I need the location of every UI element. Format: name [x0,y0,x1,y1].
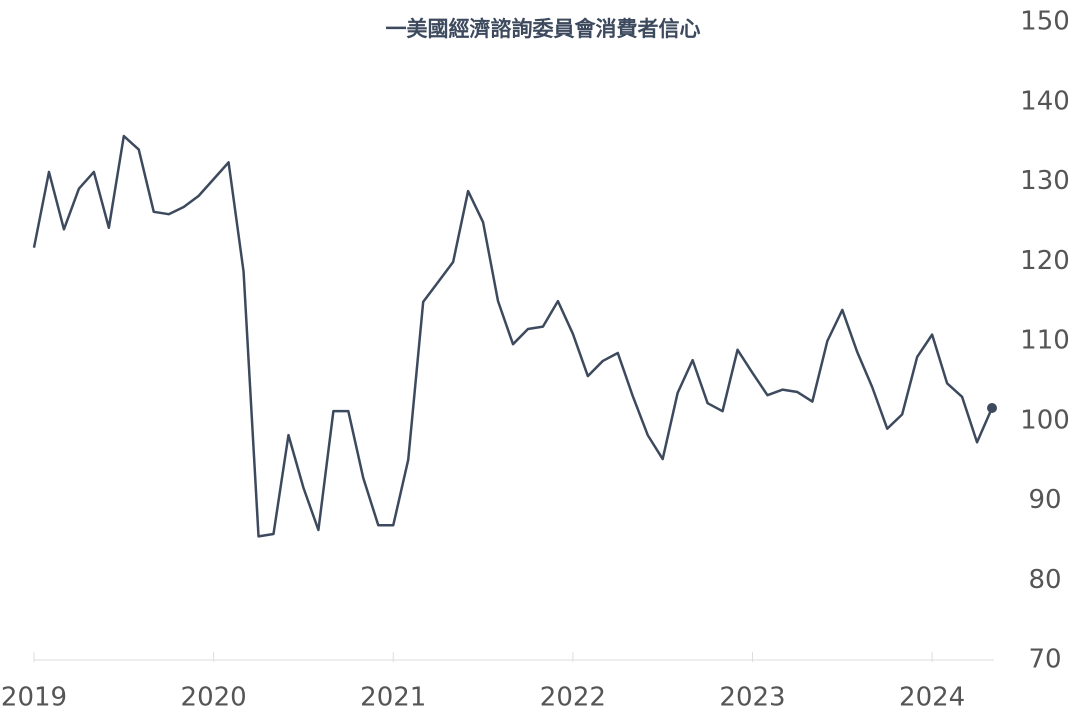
chart-title: 一美國經濟諮詢委員會消費者信心 [386,17,701,41]
x-tick-label: 2024 [899,683,965,713]
y-tick-label: 70 [1028,645,1061,675]
x-tick-label: 2020 [181,683,247,713]
last-point [987,402,997,413]
y-tick-label: 110 [1020,326,1070,356]
x-tick-label: 2023 [719,683,785,713]
x-tick-label: 2019 [1,683,67,713]
line [32,134,994,538]
x-tick-label: 2022 [540,683,606,713]
y-tick-label: 150 [1020,7,1070,37]
y-tick-label: 120 [1020,246,1070,276]
y-tick-label: 80 [1028,565,1061,595]
y-tick-label: 100 [1020,405,1070,435]
x-tick-label: 2021 [360,683,426,713]
y-tick-label: 140 [1020,86,1070,116]
y-tick-label: 90 [1028,485,1061,515]
y-tick-label: 130 [1020,166,1070,196]
